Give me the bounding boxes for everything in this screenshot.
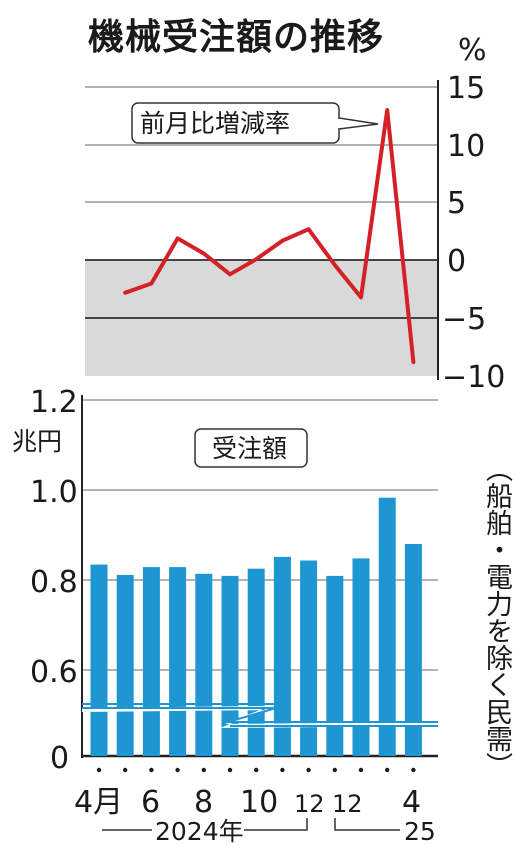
line-ytick-label: −10 <box>442 360 505 395</box>
month-dot <box>149 767 154 773</box>
line-ytick-label: −5 <box>442 302 486 337</box>
year-bracket-2024 <box>102 818 308 831</box>
bar-ytick-label: 1.2 <box>30 385 78 420</box>
month-dot <box>201 767 206 773</box>
bar-unit-label: 兆円 <box>12 427 62 456</box>
month-dot-group <box>96 767 416 773</box>
bar <box>247 568 265 756</box>
month-dot <box>96 767 102 773</box>
legend-pointer-mask <box>337 119 341 128</box>
bar <box>300 560 318 756</box>
line-ytick-label: 5 <box>447 186 466 221</box>
x-tick-label: 4月 <box>74 785 123 820</box>
bar <box>90 564 108 756</box>
month-dot <box>385 767 390 773</box>
month-dot <box>254 767 259 773</box>
year-label: 2024年 <box>155 817 244 846</box>
bar <box>221 575 239 756</box>
line-ytick-label: 0 <box>447 244 466 279</box>
month-dot <box>358 767 364 773</box>
bar <box>352 558 370 756</box>
bar <box>404 544 422 756</box>
bar <box>273 556 291 756</box>
legend-label: 前月比増減率 <box>140 109 290 138</box>
x-tick-label: 12 <box>332 790 363 818</box>
bar-ytick-label: 0.8 <box>30 565 78 600</box>
x-tick-label: 10 <box>240 785 278 820</box>
bar <box>116 574 134 756</box>
bar-panel: 1.2 兆円 1.0 0.8 0.6 0 受注額 4月 6 8 10 12 12… <box>12 385 438 846</box>
bar <box>378 497 396 756</box>
line-series <box>123 108 416 365</box>
bar <box>326 575 344 756</box>
axis-break <box>82 703 438 728</box>
bar <box>142 567 160 756</box>
bar-ytick-label: 1.0 <box>30 475 78 510</box>
chart-title: 機械受注額の推移 <box>88 17 385 58</box>
x-tick-label: 8 <box>194 785 213 820</box>
x-tick-label: 4 <box>402 785 421 820</box>
series-label-box <box>194 428 308 468</box>
x-tick-label: 6 <box>141 785 160 820</box>
line-unit-label: % <box>458 33 487 68</box>
bar <box>169 567 187 756</box>
bar-ytick-label: 0.6 <box>30 655 78 690</box>
legend-pointer <box>338 117 379 130</box>
x-tick-label: 12 <box>294 790 325 818</box>
month-dot <box>411 767 416 773</box>
month-dot <box>306 767 311 773</box>
line-panel: % 15 10 5 0 −5 −10 前月比増減率 <box>85 33 505 395</box>
series-label: 受注額 <box>212 434 287 463</box>
bar-group <box>90 497 422 756</box>
month-dot <box>123 767 128 773</box>
month-dot <box>175 767 180 773</box>
line-ytick-label: 10 <box>447 129 485 164</box>
line-ytick-label: 15 <box>447 71 485 106</box>
bar-ytick-label: 0 <box>50 741 69 776</box>
bar <box>195 573 213 756</box>
month-dot <box>227 767 233 773</box>
year-label: 25 <box>404 817 436 846</box>
month-dot <box>332 767 337 773</box>
year-bracket-2025 <box>334 818 400 831</box>
month-dot <box>280 767 285 773</box>
footnote: （船舶・電力を除く民需） <box>481 455 512 779</box>
